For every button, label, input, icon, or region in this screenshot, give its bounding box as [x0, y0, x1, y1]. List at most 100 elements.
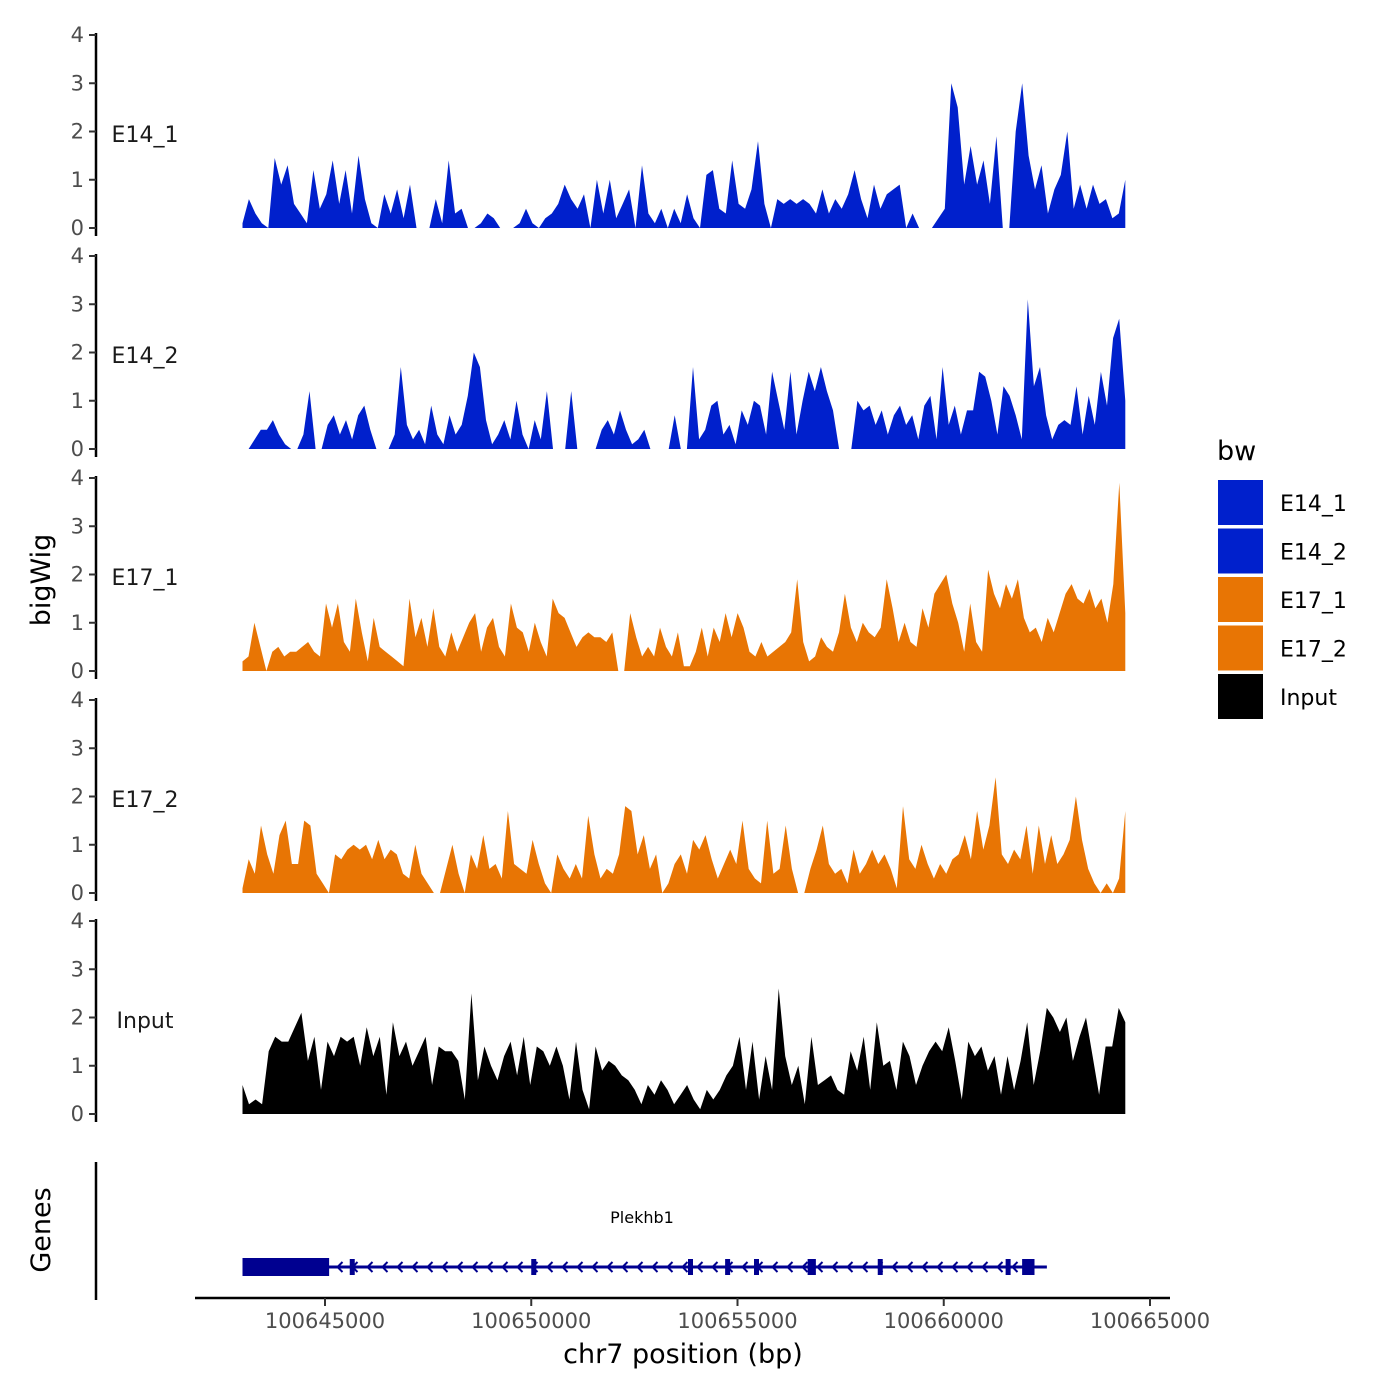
strand-arrow	[816, 1261, 824, 1273]
y-tick-label: 4	[71, 23, 84, 47]
x-tick-label: 100650000	[471, 1309, 591, 1333]
y-tick-label: 1	[71, 1054, 84, 1078]
strand-arrow	[501, 1261, 509, 1273]
y-tick-label: 4	[71, 909, 84, 933]
y-tick-label: 2	[71, 341, 84, 365]
coverage-area-E14_2	[242, 299, 1126, 449]
y-tick-label: 2	[71, 785, 84, 809]
gene-panel: Genes Plekhb1	[26, 1162, 1047, 1300]
track-E17_2: 0 1 2 3 4 E17_2	[71, 688, 1126, 905]
legend-swatch	[1218, 577, 1263, 622]
legend-entries: E14_1 E14_2 E17_1 E17_2 Input	[1218, 480, 1347, 719]
legend: bw E14_1 E14_2 E17_1 E17_2 Input	[1217, 436, 1347, 719]
y-tick-label: 0	[71, 216, 84, 240]
strand-arrow	[411, 1261, 419, 1273]
strand-arrow	[921, 1261, 929, 1273]
strand-arrow	[636, 1261, 644, 1273]
strand-arrow	[546, 1261, 554, 1273]
strand-arrow	[891, 1261, 899, 1273]
y-axis-title: bigWig	[26, 534, 57, 627]
coverage-area-E17_2	[242, 777, 1126, 893]
legend-label: E14_2	[1280, 541, 1347, 566]
legend-label: Input	[1280, 686, 1337, 711]
strand-arrow	[576, 1261, 584, 1273]
gene-exon	[754, 1259, 759, 1275]
gene-utr	[242, 1260, 284, 1274]
track-label: E17_1	[112, 566, 179, 591]
genes-title: Genes	[26, 1187, 57, 1272]
y-tick-label: 1	[71, 833, 84, 857]
track-E17_1: 0 1 2 3 4 E17_1	[71, 466, 1126, 683]
strand-arrow	[711, 1261, 719, 1273]
x-axis-title: chr7 position (bp)	[563, 1339, 803, 1370]
y-tick-label: 3	[71, 71, 84, 95]
track-label: E14_1	[112, 123, 179, 148]
legend-label: E14_1	[1280, 492, 1347, 517]
strand-arrow	[951, 1261, 959, 1273]
track-Input: 0 1 2 3 4 Input	[71, 909, 1126, 1126]
strand-arrow	[861, 1261, 869, 1273]
strand-arrow	[621, 1261, 629, 1273]
strand-arrow	[906, 1261, 914, 1273]
y-tick-label: 4	[71, 688, 84, 712]
track-label: E14_2	[112, 344, 179, 369]
gene-exon	[877, 1259, 883, 1275]
strand-arrow	[396, 1261, 404, 1273]
legend-item: Input	[1218, 674, 1337, 719]
y-tick-label: 3	[71, 292, 84, 316]
legend-item: E14_2	[1218, 528, 1347, 574]
gene-exon	[725, 1259, 731, 1275]
gene-exon	[349, 1259, 355, 1275]
strand-arrow	[366, 1261, 374, 1273]
strand-arrow	[771, 1261, 779, 1273]
track-label: Input	[117, 1009, 174, 1034]
strand-arrow	[846, 1261, 854, 1273]
gene-name-label: Plekhb1	[610, 1208, 674, 1227]
strand-arrow	[591, 1261, 599, 1273]
strand-arrow	[966, 1261, 974, 1273]
x-tick-label: 100660000	[884, 1309, 1004, 1333]
coverage-tracks: 0 1 2 3 4 E14_1 0 1 2 3 4 E14_2 0 1 2 3 4 E17_1 0 1 2 3 4 E17_2…	[71, 23, 1126, 1126]
legend-item: E17_1	[1218, 577, 1347, 622]
y-tick-label: 1	[71, 611, 84, 635]
strand-arrow	[561, 1261, 569, 1273]
y-tick-label: 0	[71, 881, 84, 905]
gene-exon	[531, 1259, 537, 1275]
y-tick-label: 2	[71, 120, 84, 144]
strand-arrow	[786, 1261, 794, 1273]
y-tick-label: 1	[71, 168, 84, 192]
strand-arrow	[516, 1261, 524, 1273]
strand-arrow	[336, 1261, 344, 1273]
strand-arrow	[456, 1261, 464, 1273]
legend-swatch	[1218, 480, 1263, 525]
strand-arrow	[996, 1261, 1004, 1273]
gene-exon	[688, 1259, 693, 1275]
y-tick-label: 3	[71, 514, 84, 538]
coverage-area-E17_1	[242, 482, 1126, 671]
y-tick-label: 0	[71, 1102, 84, 1126]
legend-item: E14_1	[1218, 480, 1347, 525]
coverage-area-E14_1	[242, 83, 1126, 228]
strand-arrow	[606, 1261, 614, 1273]
strand-arrow	[651, 1261, 659, 1273]
x-axis: 100645000 100650000 100655000 100660000 1006…	[195, 1296, 1210, 1370]
strand-arrow	[681, 1261, 689, 1273]
y-tick-label: 3	[71, 957, 84, 981]
track-E14_2: 0 1 2 3 4 E14_2	[71, 244, 1126, 461]
strand-arrow	[981, 1261, 989, 1273]
strand-arrow	[936, 1261, 944, 1273]
strand-arrow	[1011, 1261, 1019, 1273]
x-tick-label: 100645000	[265, 1309, 385, 1333]
strand-arrow	[741, 1261, 749, 1273]
legend-label: E17_2	[1280, 638, 1347, 663]
y-tick-label: 2	[71, 563, 84, 587]
strand-arrow	[666, 1261, 674, 1273]
legend-swatch	[1218, 625, 1263, 671]
track-E14_1: 0 1 2 3 4 E14_1	[71, 23, 1126, 240]
y-tick-label: 0	[71, 659, 84, 683]
y-tick-label: 4	[71, 244, 84, 268]
strand-arrow	[441, 1261, 449, 1273]
gene-exon	[807, 1259, 816, 1275]
y-tick-label: 1	[71, 389, 84, 413]
y-tick-label: 4	[71, 466, 84, 490]
